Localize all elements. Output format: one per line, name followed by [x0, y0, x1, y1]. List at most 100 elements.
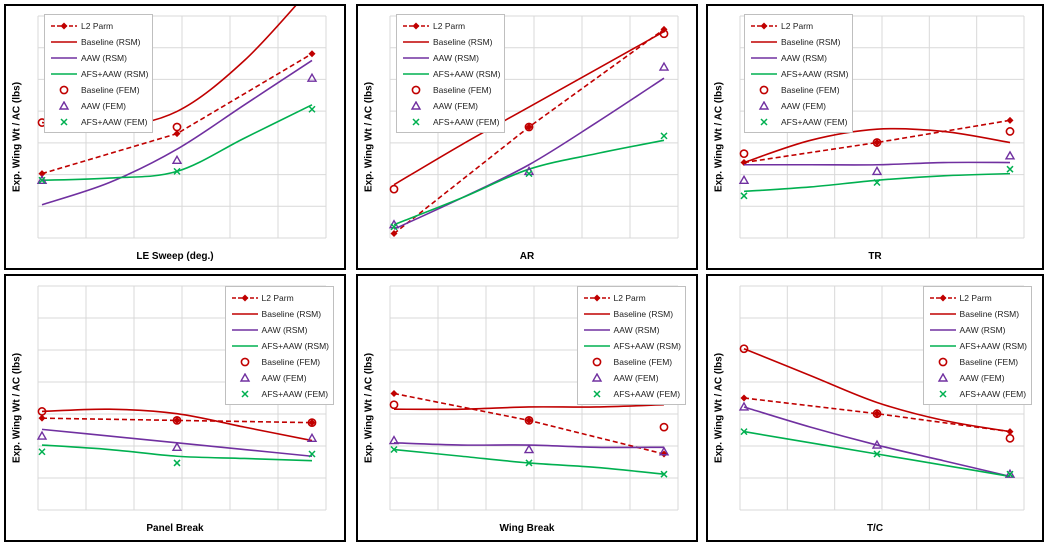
legend-label: Baseline (RSM)	[433, 37, 493, 47]
legend-swatch-icon	[751, 73, 777, 75]
legend-marker-icon	[939, 390, 947, 398]
series-line-aaw-rsm	[743, 406, 1011, 478]
legend-item-afs_rsm: AFS+AAW (RSM)	[401, 66, 500, 82]
legend-item-aaw_rsm: AAW (RSM)	[401, 50, 500, 66]
legend-label: AFS+AAW (RSM)	[781, 69, 849, 79]
legend-label: AFS+AAW (FEM)	[433, 117, 500, 127]
legend-label: Baseline (RSM)	[261, 309, 322, 319]
legend-label: L2 Parm	[959, 293, 992, 303]
legend-item-l2: L2 Parm	[401, 18, 500, 34]
series-line-baseline-rsm	[393, 403, 665, 411]
y-axis-label-box: Exp. Wing Wt / AC (lbs)	[358, 6, 380, 268]
legend-label: Baseline (FEM)	[433, 85, 492, 95]
x-axis-label: LE Sweep (deg.)	[136, 251, 214, 262]
legend-item-aaw_fem: AAW (FEM)	[401, 98, 500, 114]
legend-item-afs_fem: AFS+AAW (FEM)	[749, 114, 848, 130]
series-line-baseline-rsm	[743, 127, 1011, 164]
legend-item-aaw_rsm: AAW (RSM)	[928, 322, 1027, 338]
chart-panel-wing-break: Exp. Wing Wt / AC (lbs) Wing Break L2 Parm…	[356, 274, 698, 542]
y-axis-label: Exp. Wing Wt / AC (lbs)	[713, 352, 725, 464]
y-axis-label-box: Exp. Wing Wt / AC (lbs)	[6, 276, 28, 540]
y-axis-label-box: Exp. Wing Wt / AC (lbs)	[6, 6, 28, 268]
data-point-l2-parm	[173, 130, 181, 138]
legend-label: AAW (RSM)	[781, 53, 827, 63]
legend-swatch-icon	[403, 41, 429, 43]
chart-panel-tr: Exp. Wing Wt / AC (lbs) TR L2 Parm Baseline…	[706, 4, 1044, 270]
series-line-aaw-rsm	[41, 59, 313, 206]
chart-panel-t-c: Exp. Wing Wt / AC (lbs) T/C L2 Parm Baselin…	[706, 274, 1044, 542]
data-point-baseline-fem	[524, 122, 534, 132]
data-point-baseline-fem	[659, 29, 669, 39]
legend-label: Baseline (FEM)	[613, 357, 673, 367]
legend-swatch-icon	[583, 345, 610, 347]
legend-label: AAW (RSM)	[613, 325, 660, 335]
data-point-baseline-fem	[37, 407, 47, 416]
y-axis-label: Exp. Wing Wt / AC (lbs)	[713, 81, 725, 193]
data-point-afs-aaw-fem	[38, 176, 46, 184]
legend-swatch-icon	[759, 85, 769, 95]
data-point-afs-aaw-fem	[1006, 165, 1014, 173]
data-point-l2-parm	[173, 416, 181, 424]
legend-label: Baseline (FEM)	[781, 85, 840, 95]
legend-swatch-icon	[751, 57, 777, 59]
legend-label: AAW (RSM)	[81, 53, 127, 63]
legend-label: AFS+AAW (FEM)	[81, 117, 148, 127]
legend-swatch-icon	[231, 329, 258, 331]
legend: L2 Parm Baseline (RSM) AAW (RSM) AFS+AAW (R…	[576, 286, 686, 405]
data-point-afs-aaw-fem	[660, 132, 668, 140]
legend-marker-icon	[411, 85, 421, 95]
legend-item-afs_fem: AFS+AAW (FEM)	[401, 114, 500, 130]
legend-item-base_fem: Baseline (FEM)	[749, 82, 848, 98]
legend-swatch-icon	[929, 329, 956, 331]
legend-item-base_rsm: Baseline (RSM)	[582, 306, 681, 322]
series-line-baseline-rsm	[393, 30, 665, 186]
legend-marker-icon	[758, 101, 770, 110]
legend-swatch-icon	[929, 294, 956, 302]
data-point-l2-parm	[308, 419, 316, 427]
chart-panel-ar: Exp. Wing Wt / AC (lbs) AR L2 Parm Baseline…	[356, 4, 698, 270]
data-point-baseline-fem	[172, 415, 182, 425]
legend-label: Baseline (RSM)	[781, 37, 841, 47]
data-point-l2-parm	[38, 170, 46, 178]
y-axis-label-box: Exp. Wing Wt / AC (lbs)	[708, 276, 730, 540]
legend-item-base_rsm: Baseline (RSM)	[749, 34, 848, 50]
plot-area	[738, 15, 1025, 239]
legend-marker-icon	[60, 118, 68, 126]
data-point-baseline-fem	[739, 344, 749, 354]
data-point-baseline-fem	[172, 122, 182, 132]
legend-label: AAW (FEM)	[781, 101, 827, 111]
legend-swatch-icon	[751, 22, 777, 30]
legend-label: L2 Parm	[261, 293, 294, 303]
series-line-baseline-rsm	[41, 408, 313, 442]
data-point-baseline-fem	[1005, 433, 1015, 443]
data-point-baseline-fem	[872, 138, 882, 147]
legend-swatch-icon	[239, 373, 250, 382]
legend-label: AFS+AAW (FEM)	[613, 389, 681, 399]
legend-item-aaw_rsm: AAW (RSM)	[749, 50, 848, 66]
legend-swatch-icon	[403, 22, 429, 30]
legend-item-afs_rsm: AFS+AAW (RSM)	[49, 66, 148, 82]
legend-item-aaw_fem: AAW (FEM)	[928, 370, 1027, 386]
series-line-aaw-rsm	[743, 161, 1011, 166]
legend-label: AFS+AAW (RSM)	[959, 341, 1027, 351]
legend-label: AFS+AAW (RSM)	[613, 341, 681, 351]
legend-label: L2 Parm	[781, 21, 814, 31]
legend-marker-icon	[412, 22, 420, 30]
legend-marker-icon	[592, 357, 601, 367]
data-point-l2-parm	[308, 50, 316, 58]
legend-item-l2: L2 Parm	[582, 290, 681, 306]
legend-swatch-icon	[51, 73, 77, 75]
legend-swatch-icon	[592, 357, 601, 367]
legend-swatch-icon	[58, 101, 70, 110]
legend-item-l2: L2 Parm	[230, 290, 329, 306]
legend: L2 Parm Baseline (RSM) AAW (RSM) AFS+AAW (R…	[922, 286, 1032, 405]
legend-swatch-icon	[929, 313, 956, 315]
data-point-aaw-fem	[871, 439, 883, 449]
legend-swatch-icon	[403, 73, 429, 75]
legend-swatch-icon	[51, 57, 77, 59]
legend-marker-icon	[759, 85, 769, 95]
data-point-afs-aaw-fem	[740, 428, 748, 436]
plot-area	[738, 285, 1025, 511]
legend-swatch-icon	[410, 101, 422, 110]
legend-item-aaw_fem: AAW (FEM)	[582, 370, 681, 386]
